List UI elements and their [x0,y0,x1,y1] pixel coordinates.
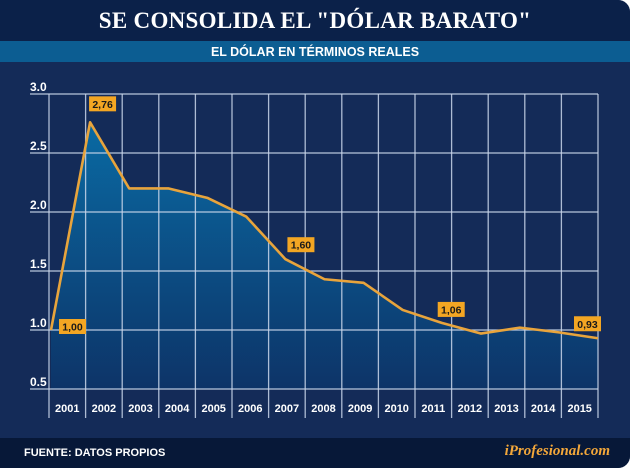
data-label: 0,93 [577,319,598,331]
data-label: 1,06 [441,304,462,316]
chart-subtitle: EL DÓLAR EN TÉRMINOS REALES [0,41,630,62]
y-tick-label: 3.0 [30,80,47,94]
x-tick-label: 2006 [238,403,262,415]
data-label-box [574,316,601,332]
y-tick-label: 0.5 [30,375,47,389]
x-tick-label: 2011 [421,403,445,415]
data-label: 1,60 [291,240,312,252]
x-tick-label: 2015 [567,403,591,415]
x-tick-label: 2007 [275,403,299,415]
data-label-box [437,301,465,317]
x-tick-label: 2001 [55,403,79,415]
x-tick-label: 2009 [348,403,372,415]
y-tick-label: 1.0 [30,316,47,330]
x-tick-label: 2004 [165,403,190,415]
source-note: FUENTE: DATOS PROPIOS [24,447,166,459]
brand-logo: iProfesional.com [504,443,610,459]
series-line [49,121,599,340]
x-tick-label: 2002 [92,403,116,415]
data-label-box [89,96,117,112]
data-label: 2,76 [92,99,113,111]
chart-title: SE CONSOLIDA EL "DÓLAR BARATO" [0,0,630,41]
data-label: 1,00 [62,322,83,334]
x-tick-label: 2012 [458,403,482,415]
x-tick-label: 2014 [531,403,556,415]
x-tick-label: 2013 [494,403,518,415]
y-tick-label: 2.0 [30,198,47,212]
x-tick-label: 2008 [311,403,335,415]
x-tick-label: 2005 [201,403,225,415]
x-tick-label: 2010 [384,403,408,415]
y-tick-label: 2.5 [30,139,47,153]
data-label-box [59,319,86,334]
x-tick-label: 2003 [128,403,152,415]
footer: FUENTE: DATOS PROPIOS iProfesional.com [0,438,630,468]
area-fill [51,122,598,389]
y-tick-label: 1.5 [30,257,47,271]
data-label-box [287,237,315,253]
